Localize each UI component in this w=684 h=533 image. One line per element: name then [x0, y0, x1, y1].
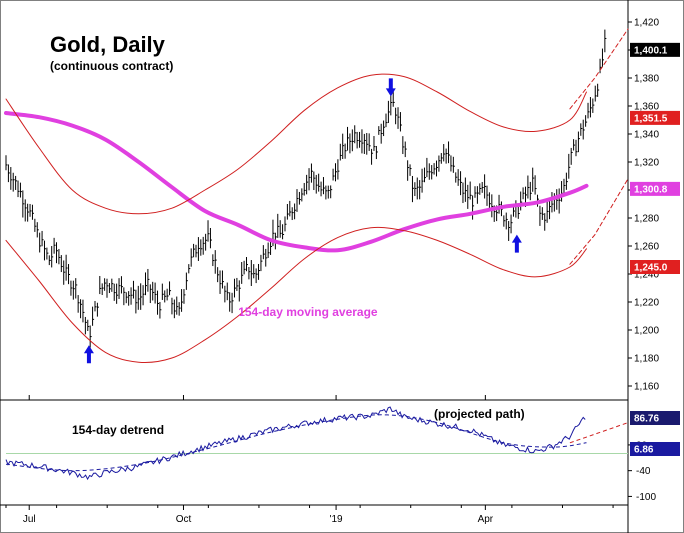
y-tick-label: 1,200	[634, 326, 659, 337]
chart-subtitle: (continuous contract)	[50, 59, 173, 73]
detrend-tick-label: -100	[636, 492, 656, 503]
y-tick-label: 1,220	[634, 298, 659, 309]
detrend-badge: 6.86	[630, 442, 680, 456]
y-tick-label: 1,240	[634, 270, 659, 281]
x-tick-label: Apr	[478, 514, 494, 525]
y-tick-label: 1,180	[634, 354, 659, 365]
arrow-up-icon	[511, 234, 522, 253]
price-badge-box	[630, 260, 680, 274]
price-badge-box	[630, 110, 680, 125]
y-tick-label: 1,260	[634, 242, 659, 253]
price-badge-box	[630, 42, 680, 57]
lower-envelope-line	[5, 226, 587, 363]
arrow-up-shape	[511, 234, 522, 253]
price-badge: 1,300.8	[630, 181, 680, 196]
price-badge-text: 1,300.8	[634, 184, 668, 195]
price-badge: 1,400.1	[630, 42, 680, 57]
x-tick-label: Jul	[23, 514, 36, 525]
detrend-badge-box	[630, 411, 680, 425]
price-badge-text: 1,245.0	[634, 263, 668, 274]
y-tick-label: 1,360	[634, 102, 659, 113]
y-tick-label: 1,340	[634, 130, 659, 141]
detrend-tick-label: -40	[636, 466, 651, 477]
arrow-up-icon	[83, 345, 94, 364]
price-badge-text: 1,351.5	[634, 113, 668, 124]
price-badge: 1,351.5	[630, 110, 680, 125]
upper-envelope-line	[5, 73, 587, 215]
price-badge-box	[630, 181, 680, 196]
arrow-down-shape	[385, 78, 396, 97]
y-tick-label: 1,160	[634, 382, 659, 393]
y-tick-label: 1,280	[634, 214, 659, 225]
arrow-down-icon	[385, 78, 396, 97]
154-day-moving-average-line	[4, 111, 589, 253]
detrend-badge-text: 86.76	[634, 414, 659, 425]
chart-title: Gold, Daily	[50, 32, 166, 57]
price-badge: 1,245.0	[630, 260, 680, 274]
lower-envelope-projected-line	[569, 178, 629, 265]
x-tick-label: Oct	[176, 514, 192, 525]
detrend-badge: 86.76	[630, 411, 680, 425]
detrend-badge-text: 6.86	[634, 445, 654, 456]
detrend-badge-box	[630, 442, 680, 456]
upper-envelope-projected-line	[569, 28, 629, 110]
y-tick-label: 1,380	[634, 74, 659, 85]
y-tick-label: 1,420	[634, 18, 659, 29]
detrend-smoothed-line	[5, 414, 587, 472]
arrow-up-shape	[83, 345, 94, 364]
projected-path-line	[569, 422, 629, 444]
projected-path-note: (projected path)	[434, 407, 525, 421]
detrend-title: 154-day detrend	[72, 423, 164, 437]
x-tick-label: '19	[330, 514, 343, 525]
moving-average-label: 154-day moving average	[238, 305, 378, 319]
y-tick-label: 1,320	[634, 158, 659, 169]
price-badge-text: 1,400.1	[634, 45, 668, 56]
price-bars	[5, 29, 607, 348]
